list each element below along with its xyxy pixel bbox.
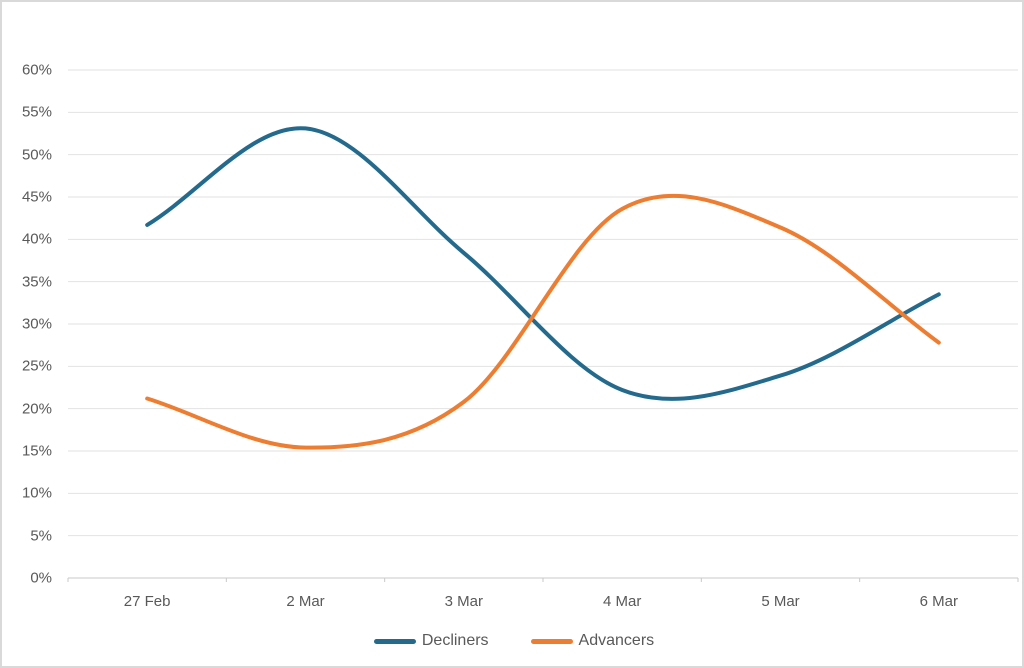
- y-tick-label: 55%: [21, 103, 52, 121]
- y-tick-label: 35%: [21, 273, 52, 291]
- y-tick-label: 45%: [21, 188, 52, 206]
- x-tick-label: 2 Mar: [286, 593, 325, 610]
- y-tick-label: 60%: [21, 61, 52, 79]
- decliners-line: [145, 126, 941, 401]
- y-tick-label: 20%: [21, 400, 52, 418]
- y-tick-label: 25%: [21, 357, 52, 375]
- legend-item-advancers[interactable]: Advancers: [530, 632, 655, 650]
- legend-label-advancers: Advancers: [578, 632, 655, 649]
- advancers-line: [145, 193, 941, 450]
- decliners-line-swatch: [373, 638, 416, 644]
- y-tick-label: 0%: [30, 569, 52, 587]
- y-tick-label: 50%: [21, 146, 52, 164]
- y-tick-label: 5%: [30, 527, 52, 545]
- y-tick-label: 10%: [21, 484, 52, 502]
- y-tick-label: 30%: [21, 315, 52, 333]
- y-tick-label: 40%: [21, 230, 52, 248]
- legend-item-decliners[interactable]: Decliners: [373, 632, 489, 650]
- y-tick-label: 15%: [21, 442, 52, 460]
- advancers-line-swatch: [530, 638, 573, 644]
- legend-label-decliners: Decliners: [421, 632, 489, 649]
- x-tick-label: 5 Mar: [761, 593, 800, 610]
- legend: Decliners Advancers: [2, 632, 1024, 650]
- x-tick-label: 27 Feb: [123, 593, 171, 610]
- x-tick-label: 4 Mar: [602, 593, 642, 610]
- x-tick-label: 6 Mar: [919, 593, 958, 610]
- x-tick-label: 3 Mar: [444, 593, 483, 610]
